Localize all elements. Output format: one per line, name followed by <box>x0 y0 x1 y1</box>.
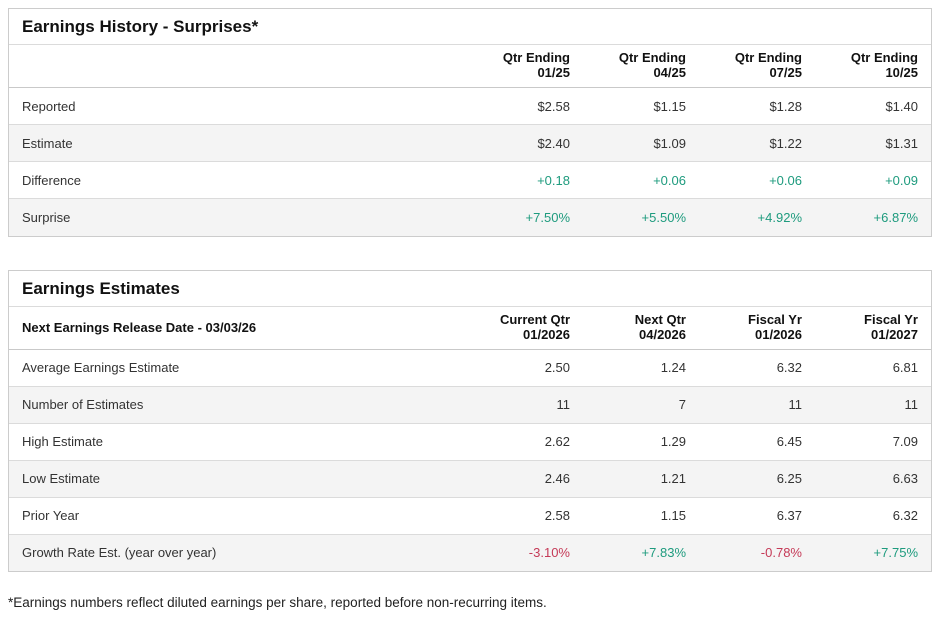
column-header-line1: Current Qtr <box>499 311 570 327</box>
cell-value: 11 <box>815 385 931 423</box>
cell-value: 7 <box>583 385 699 423</box>
cell-value-negative: -3.10% <box>467 533 583 571</box>
cell-value: 7.09 <box>815 422 931 460</box>
earnings-estimates-header-row: Next Earnings Release Date - 03/03/26 Cu… <box>9 306 931 350</box>
cell-value: $2.40 <box>467 124 583 162</box>
cell-value-positive: +0.06 <box>699 161 815 199</box>
cell-value: 6.45 <box>699 422 815 460</box>
column-header-line1: Qtr Ending <box>618 50 686 65</box>
earnings-estimates-title: Earnings Estimates <box>9 271 931 307</box>
earnings-footnote: *Earnings numbers reflect diluted earnin… <box>8 595 547 610</box>
cell-value: 6.63 <box>815 459 931 497</box>
column-header-line1: Fiscal Yr <box>864 311 918 327</box>
table-row-surprise: Surprise +7.50% +5.50% +4.92% +6.87% <box>9 198 931 236</box>
column-header-line2: 10/25 <box>885 65 918 80</box>
cell-value-positive: +0.09 <box>815 161 931 199</box>
cell-value-positive: +5.50% <box>583 198 699 236</box>
column-header-line1: Qtr Ending <box>734 50 802 65</box>
cell-value: 2.46 <box>467 459 583 497</box>
row-label: Prior Year <box>9 496 467 534</box>
column-header-next-qtr: Next Qtr 04/2026 <box>583 306 699 350</box>
column-header-qtr-0725: Qtr Ending 07/25 <box>699 45 815 88</box>
column-header-current-qtr: Current Qtr 01/2026 <box>467 306 583 350</box>
cell-value-positive: +0.06 <box>583 161 699 199</box>
cell-value: 6.32 <box>699 348 815 386</box>
cell-value: $1.09 <box>583 124 699 162</box>
cell-value: $1.31 <box>815 124 931 162</box>
row-label: High Estimate <box>9 422 467 460</box>
cell-value: 2.50 <box>467 348 583 386</box>
column-header-line1: Next Qtr <box>634 311 686 327</box>
column-header-line2: 04/25 <box>653 65 686 80</box>
column-header-line2: 04/2026 <box>639 326 686 342</box>
table-row-estimate: Estimate $2.40 $1.09 $1.22 $1.31 <box>9 124 931 162</box>
cell-value: 1.29 <box>583 422 699 460</box>
cell-value: 6.81 <box>815 348 931 386</box>
cell-value: 1.21 <box>583 459 699 497</box>
row-label: Difference <box>9 161 467 199</box>
table-row-high-estimate: High Estimate 2.62 1.29 6.45 7.09 <box>9 422 931 460</box>
table-row-average-earnings-estimate: Average Earnings Estimate 2.50 1.24 6.32… <box>9 348 931 386</box>
column-header-fiscal-yr-2027: Fiscal Yr 01/2027 <box>815 306 931 350</box>
cell-value: 1.24 <box>583 348 699 386</box>
column-header-line2: 01/2026 <box>755 326 802 342</box>
column-header-line2: 01/25 <box>537 65 570 80</box>
table-row-low-estimate: Low Estimate 2.46 1.21 6.25 6.63 <box>9 459 931 497</box>
next-earnings-release-date: Next Earnings Release Date - 03/03/26 <box>9 306 467 350</box>
column-header-qtr-0125: Qtr Ending 01/25 <box>467 45 583 88</box>
column-header-qtr-0425: Qtr Ending 04/25 <box>583 45 699 88</box>
cell-value-positive: +4.92% <box>699 198 815 236</box>
cell-value: $1.28 <box>699 87 815 125</box>
cell-value: $1.22 <box>699 124 815 162</box>
cell-value: 6.37 <box>699 496 815 534</box>
row-label: Surprise <box>9 198 467 236</box>
column-header-line2: 01/2027 <box>871 326 918 342</box>
table-row-growth-rate-estimate: Growth Rate Est. (year over year) -3.10%… <box>9 533 931 571</box>
column-header-line2: 07/25 <box>769 65 802 80</box>
earnings-history-table: Qtr Ending 01/25 Qtr Ending 04/25 Qtr En… <box>9 45 931 236</box>
row-label: Growth Rate Est. (year over year) <box>9 533 467 571</box>
cell-value: $2.58 <box>467 87 583 125</box>
cell-value-positive: +6.87% <box>815 198 931 236</box>
cell-value-negative: -0.78% <box>699 533 815 571</box>
cell-value: 6.32 <box>815 496 931 534</box>
cell-value: $1.40 <box>815 87 931 125</box>
earnings-history-header-row: Qtr Ending 01/25 Qtr Ending 04/25 Qtr En… <box>9 45 931 88</box>
row-label: Reported <box>9 87 467 125</box>
cell-value: 2.62 <box>467 422 583 460</box>
earnings-research-page: Earnings History - Surprises* Qtr Ending… <box>8 8 932 610</box>
earnings-history-title: Earnings History - Surprises* <box>9 9 931 45</box>
row-label: Low Estimate <box>9 459 467 497</box>
table-row-number-of-estimates: Number of Estimates 11 7 11 11 <box>9 385 931 423</box>
cell-value: 6.25 <box>699 459 815 497</box>
row-label: Number of Estimates <box>9 385 467 423</box>
table-row-difference: Difference +0.18 +0.06 +0.06 +0.09 <box>9 161 931 199</box>
cell-value-positive: +7.83% <box>583 533 699 571</box>
cell-value-positive: +7.75% <box>815 533 931 571</box>
column-header-line1: Qtr Ending <box>502 50 570 65</box>
table-row-prior-year: Prior Year 2.58 1.15 6.37 6.32 <box>9 496 931 534</box>
cell-value: 11 <box>699 385 815 423</box>
row-label: Estimate <box>9 124 467 162</box>
cell-value: 11 <box>467 385 583 423</box>
column-header-qtr-1025: Qtr Ending 10/25 <box>815 45 931 88</box>
table-row-reported: Reported $2.58 $1.15 $1.28 $1.40 <box>9 87 931 125</box>
cell-value: 2.58 <box>467 496 583 534</box>
column-header-line1: Fiscal Yr <box>748 311 802 327</box>
earnings-history-panel: Earnings History - Surprises* Qtr Ending… <box>8 8 932 237</box>
earnings-estimates-panel: Earnings Estimates Next Earnings Release… <box>8 269 932 572</box>
cell-value-positive: +7.50% <box>467 198 583 236</box>
column-header-fiscal-yr-2026: Fiscal Yr 01/2026 <box>699 306 815 350</box>
row-label: Average Earnings Estimate <box>9 348 467 386</box>
header-spacer <box>9 45 467 88</box>
column-header-line2: 01/2026 <box>523 326 570 342</box>
cell-value: 1.15 <box>583 496 699 534</box>
earnings-estimates-table: Next Earnings Release Date - 03/03/26 Cu… <box>9 306 931 571</box>
cell-value: $1.15 <box>583 87 699 125</box>
column-header-line1: Qtr Ending <box>850 50 918 65</box>
cell-value-positive: +0.18 <box>467 161 583 199</box>
